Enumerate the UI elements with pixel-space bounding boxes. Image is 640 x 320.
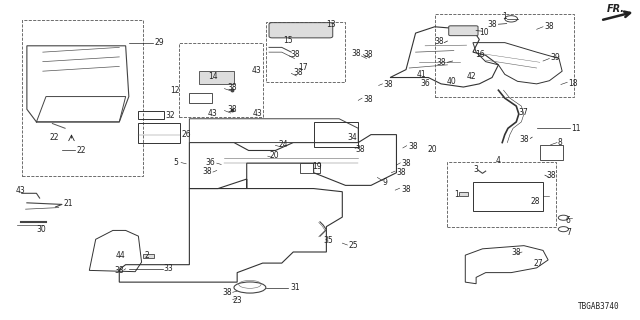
- Text: 38: 38: [488, 20, 497, 29]
- Text: 38: 38: [223, 288, 232, 297]
- Text: 38: 38: [384, 80, 394, 89]
- Text: 9: 9: [383, 178, 387, 187]
- Text: 37: 37: [519, 108, 529, 117]
- Text: 41: 41: [417, 70, 426, 79]
- Bar: [459, 192, 468, 196]
- Text: 14: 14: [209, 72, 218, 81]
- Text: 34: 34: [348, 133, 357, 142]
- Text: 39: 39: [550, 53, 561, 62]
- Bar: [314, 122, 358, 147]
- Text: 20: 20: [269, 151, 278, 160]
- Text: 43: 43: [15, 186, 25, 195]
- Text: 38: 38: [202, 167, 212, 176]
- Text: 38: 38: [520, 135, 529, 144]
- Text: 18: 18: [568, 79, 578, 88]
- Text: 38: 38: [401, 185, 410, 194]
- Bar: [138, 111, 164, 119]
- Bar: [22, 20, 143, 176]
- Text: 20: 20: [427, 145, 436, 154]
- Text: 22: 22: [77, 146, 86, 155]
- Text: 43: 43: [253, 108, 263, 117]
- Text: 27: 27: [534, 259, 543, 268]
- Text: 15: 15: [284, 36, 293, 44]
- Bar: [447, 162, 556, 227]
- FancyBboxPatch shape: [269, 23, 333, 38]
- Bar: [300, 163, 320, 173]
- Text: 43: 43: [207, 108, 217, 117]
- Text: 8: 8: [557, 138, 562, 147]
- Text: 30: 30: [36, 225, 46, 234]
- Bar: [266, 22, 346, 82]
- Text: 38: 38: [356, 145, 365, 154]
- Bar: [138, 123, 180, 142]
- Text: FR.: FR.: [607, 4, 625, 14]
- Text: 42: 42: [467, 72, 476, 81]
- Text: 3: 3: [473, 165, 478, 174]
- Text: 38: 38: [436, 58, 446, 67]
- Bar: [540, 145, 563, 160]
- Text: 29: 29: [154, 38, 164, 47]
- Bar: [143, 254, 154, 258]
- Text: 1: 1: [454, 190, 459, 199]
- Text: 10: 10: [479, 28, 489, 37]
- Text: 7: 7: [566, 228, 571, 237]
- Text: 38: 38: [293, 68, 303, 76]
- Bar: [179, 43, 262, 117]
- Text: 1: 1: [502, 12, 507, 21]
- FancyBboxPatch shape: [449, 26, 478, 36]
- Text: 16: 16: [476, 50, 485, 59]
- Text: 31: 31: [290, 283, 300, 292]
- Text: 36: 36: [420, 79, 430, 88]
- Text: 38: 38: [408, 142, 417, 151]
- Text: 11: 11: [571, 124, 580, 133]
- Bar: [473, 182, 543, 211]
- Text: 19: 19: [312, 163, 322, 172]
- Text: 38: 38: [435, 37, 444, 46]
- Text: 26: 26: [182, 130, 191, 139]
- Text: 35: 35: [323, 236, 333, 245]
- Text: 38: 38: [228, 83, 237, 92]
- Text: 38: 38: [396, 168, 406, 177]
- Text: 32: 32: [166, 111, 175, 120]
- Text: 44: 44: [116, 251, 126, 260]
- Text: 2: 2: [145, 251, 150, 260]
- Text: 24: 24: [278, 140, 288, 149]
- Text: 12: 12: [170, 86, 180, 95]
- Bar: [189, 93, 212, 103]
- Text: 38: 38: [291, 50, 300, 59]
- Text: 40: 40: [446, 77, 456, 86]
- Text: 28: 28: [531, 197, 540, 206]
- Text: 38: 38: [511, 248, 521, 257]
- Text: 38: 38: [364, 95, 373, 104]
- Text: 38: 38: [544, 22, 554, 31]
- Text: 21: 21: [64, 199, 74, 208]
- Text: 5: 5: [173, 158, 179, 167]
- Text: 4: 4: [495, 156, 500, 164]
- Text: 38: 38: [114, 266, 124, 275]
- Text: 17: 17: [298, 63, 308, 72]
- Text: 38: 38: [228, 105, 237, 114]
- Text: TBGAB3740: TBGAB3740: [578, 302, 620, 311]
- Text: 6: 6: [566, 216, 571, 225]
- Bar: [199, 71, 234, 84]
- Text: 13: 13: [326, 20, 336, 29]
- Bar: [435, 14, 573, 97]
- Text: 22: 22: [49, 133, 59, 142]
- Text: 36: 36: [205, 158, 215, 167]
- Text: 33: 33: [164, 264, 173, 273]
- Text: 43: 43: [252, 66, 262, 75]
- Text: 38: 38: [401, 159, 411, 168]
- Text: 25: 25: [349, 241, 358, 250]
- Text: 23: 23: [233, 296, 243, 305]
- Text: 38: 38: [352, 49, 362, 58]
- Text: 38: 38: [364, 50, 373, 59]
- Text: 38: 38: [547, 172, 556, 180]
